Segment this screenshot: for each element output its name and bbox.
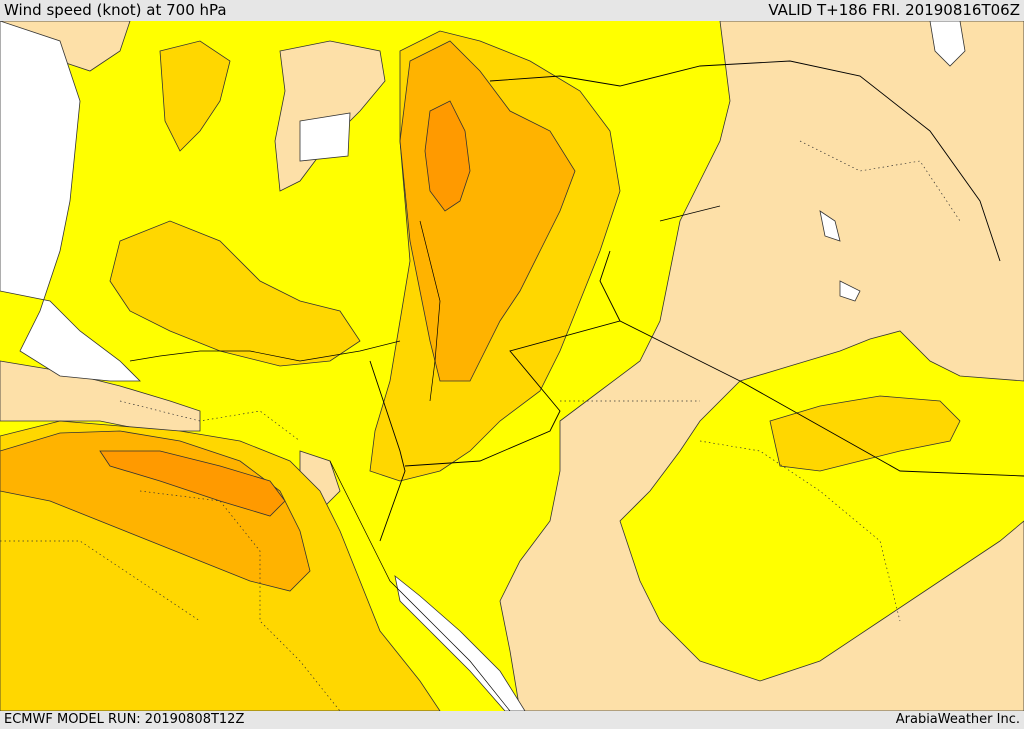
gold-north (109, 220, 361, 367)
low-wind-east (499, 20, 1024, 712)
darkorange-levant (424, 100, 471, 212)
missing-cyprus (299, 112, 351, 162)
missing-west (0, 20, 141, 382)
province-borders (0, 140, 961, 712)
missing-lake (819, 210, 861, 302)
country-borders (369, 60, 1024, 542)
model-run: ECMWF MODEL RUN: 20190808T12Z (4, 712, 245, 727)
gold-northwest (159, 40, 231, 152)
darkorange-west-plume (99, 450, 286, 517)
wind-speed-map (0, 20, 1024, 712)
map-title: Wind speed (knot) at 700 hPa (4, 1, 227, 19)
map-canvas (0, 20, 1024, 712)
coastlines (129, 220, 511, 712)
gold-east-band (769, 395, 961, 472)
map-header: Wind speed (knot) at 700 hPa VALID T+186… (0, 0, 1024, 21)
map-footer: ECMWF MODEL RUN: 20190808T12Z ArabiaWeat… (0, 711, 1024, 729)
missing-north (929, 20, 966, 67)
credit: ArabiaWeather Inc. (895, 712, 1020, 727)
valid-time: VALID T+186 FRI. 20190816T06Z (768, 1, 1020, 19)
low-wind-west-band (0, 360, 201, 432)
